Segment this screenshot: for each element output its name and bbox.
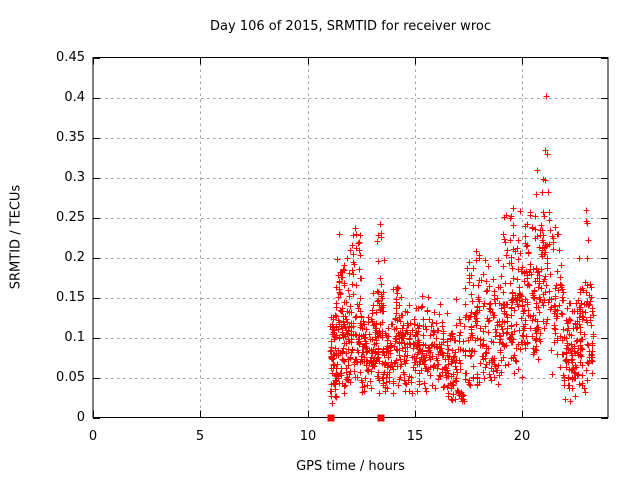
y-tick-label: 0.45 — [56, 50, 85, 65]
y-tick-label: 0.25 — [56, 210, 85, 225]
y-tick-label: 0.3 — [64, 170, 85, 185]
y-tick-label: 0.15 — [56, 290, 85, 305]
x-tick-label: 15 — [406, 429, 424, 444]
x-tick-label: 20 — [513, 429, 531, 444]
axis-ticks — [93, 57, 608, 419]
y-tick-label: 0.35 — [56, 130, 85, 145]
y-axis-label: SRMTID / TECUs — [8, 184, 24, 290]
grid-lines — [93, 57, 608, 418]
y-tick-label: 0.4 — [64, 90, 85, 105]
flagged-epoch-marker — [377, 414, 385, 422]
x-tick-label: 0 — [88, 429, 98, 444]
scatter-points — [327, 93, 597, 407]
x-tick-label: 5 — [195, 429, 205, 444]
y-tick-label: 0 — [76, 410, 85, 425]
y-tick-label: 0.05 — [56, 370, 85, 385]
x-tick-label: 10 — [299, 429, 317, 444]
x-axis-label: GPS time / hours — [296, 459, 405, 474]
flagged-epoch-marker — [327, 414, 335, 422]
y-tick-label: 0.2 — [64, 250, 85, 265]
y-tick-label: 0.1 — [64, 330, 85, 345]
plot-border — [92, 57, 609, 418]
chart-title: Day 106 of 2015, SRMTID for receiver wro… — [210, 19, 491, 34]
